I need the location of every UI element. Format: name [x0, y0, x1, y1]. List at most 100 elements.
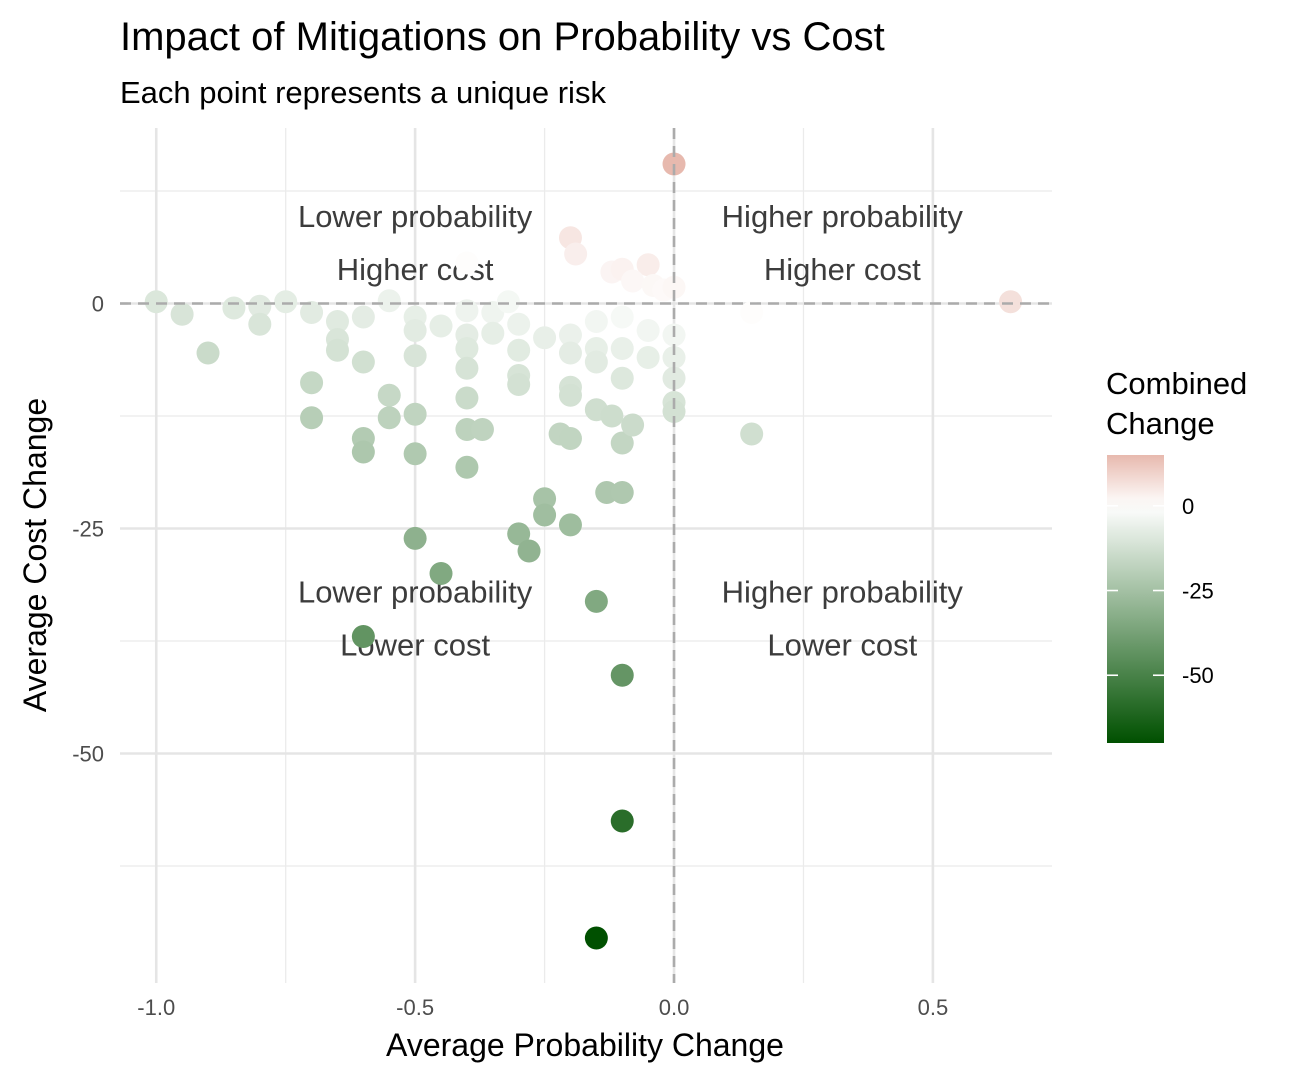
quadrant-label: Lower probability Higher cost — [298, 199, 533, 287]
quadrant-label: Higher probability Higher cost — [722, 199, 964, 287]
data-point — [325, 310, 349, 333]
data-point — [558, 383, 582, 407]
data-point — [470, 418, 494, 441]
data-point — [662, 275, 686, 299]
grid-minor — [120, 128, 1052, 983]
data-point — [507, 312, 531, 336]
data-point — [662, 366, 686, 390]
data-point — [403, 402, 427, 426]
quadrant-labels: Lower probability Higher cost Higher proba… — [298, 199, 963, 662]
y-axis-title: Average Cost Change — [17, 398, 53, 712]
y-tick-label: -25 — [72, 517, 104, 542]
legend-tick-label: -50 — [1182, 663, 1214, 688]
data-point — [662, 400, 686, 423]
y-tick-label: 0 — [92, 292, 104, 317]
data-point — [507, 338, 531, 362]
data-point — [377, 383, 401, 407]
data-point — [429, 562, 453, 585]
data-point — [455, 356, 479, 380]
data-point — [610, 337, 634, 360]
data-point — [429, 314, 453, 338]
chart-subtitle: Each point represents a unique risk — [120, 75, 606, 110]
x-axis-title: Average Probability Change — [386, 1027, 784, 1063]
y-axis-ticks: -50 -25 0 — [72, 292, 104, 767]
data-point — [325, 338, 349, 362]
data-point — [636, 253, 660, 277]
data-point — [610, 305, 634, 329]
data-point — [564, 242, 588, 266]
y-tick-label: -50 — [72, 742, 104, 767]
data-point — [351, 350, 375, 374]
data-point — [558, 427, 582, 450]
data-point — [584, 926, 608, 950]
data-point — [558, 513, 582, 537]
data-points — [144, 152, 1023, 950]
color-legend: Combined Change 0 -25 -50 — [1106, 366, 1247, 743]
legend-title-line-2: Change — [1106, 406, 1215, 441]
data-point — [300, 406, 324, 430]
data-point — [300, 301, 324, 324]
data-point — [517, 539, 541, 563]
data-point — [636, 319, 660, 342]
data-point — [377, 289, 401, 313]
data-point — [274, 290, 298, 314]
data-point — [455, 299, 479, 323]
legend-tick-label: 0 — [1182, 494, 1194, 519]
data-point — [455, 251, 479, 275]
chart-title: Impact of Mitigations on Probability vs … — [120, 15, 885, 59]
legend-color-bar — [1107, 455, 1164, 743]
x-tick-label: -1.0 — [137, 995, 175, 1020]
legend-title-line-1: Combined — [1106, 366, 1247, 401]
x-axis-ticks: -1.0 -0.5 0.0 0.5 — [137, 995, 948, 1020]
data-point — [248, 294, 272, 318]
data-point — [248, 312, 272, 336]
data-point — [740, 301, 764, 324]
data-point — [496, 290, 520, 314]
data-point — [455, 455, 479, 479]
data-point — [584, 310, 608, 333]
x-tick-label: 0.0 — [659, 995, 690, 1020]
data-point — [507, 522, 531, 546]
data-point — [621, 269, 645, 293]
data-point — [610, 663, 634, 687]
data-point — [403, 526, 427, 550]
reference-lines — [120, 128, 1052, 983]
data-point — [351, 305, 375, 329]
data-point — [636, 346, 660, 369]
data-point — [455, 386, 479, 410]
data-point — [300, 371, 324, 395]
data-point — [999, 290, 1023, 314]
quadrant-label: Higher probability Lower cost — [722, 574, 964, 662]
data-point — [403, 344, 427, 368]
legend-tick-label: -25 — [1182, 579, 1214, 604]
data-point — [455, 337, 479, 360]
x-tick-label: -0.5 — [396, 995, 434, 1020]
data-point — [584, 350, 608, 374]
data-point — [170, 302, 194, 326]
data-point — [403, 319, 427, 342]
data-point — [610, 431, 634, 455]
data-point — [222, 296, 246, 320]
data-point — [610, 366, 634, 390]
data-point — [621, 413, 645, 437]
data-point — [740, 422, 764, 446]
data-point — [600, 404, 624, 428]
data-point — [533, 503, 557, 527]
data-point — [144, 290, 168, 314]
data-point — [584, 589, 608, 613]
data-point — [377, 406, 401, 430]
data-point — [533, 487, 557, 511]
data-point — [351, 625, 375, 648]
data-point — [610, 809, 634, 833]
data-point — [558, 323, 582, 347]
data-point — [351, 440, 375, 464]
legend-ticks: 0 -25 -50 — [1107, 494, 1214, 688]
data-point — [558, 341, 582, 365]
data-point — [196, 341, 220, 365]
x-tick-label: 0.5 — [918, 995, 949, 1020]
data-point — [610, 481, 634, 504]
data-point — [403, 442, 427, 466]
data-point — [507, 373, 531, 396]
data-point — [533, 326, 557, 350]
